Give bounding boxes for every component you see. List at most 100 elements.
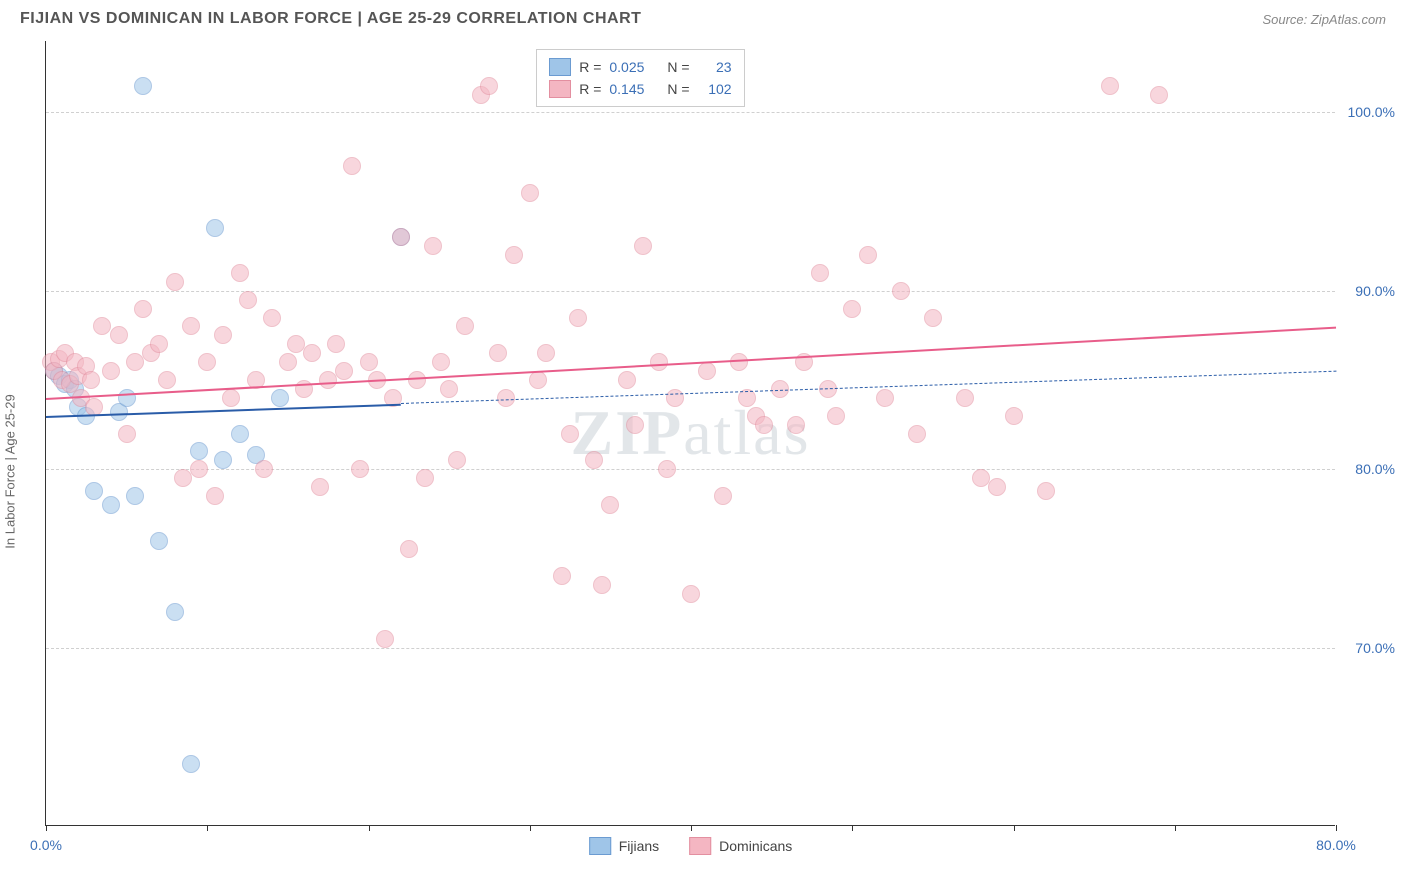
scatter-point-dominicans bbox=[408, 371, 426, 389]
scatter-point-dominicans bbox=[1101, 77, 1119, 95]
scatter-point-dominicans bbox=[343, 157, 361, 175]
scatter-point-dominicans bbox=[126, 353, 144, 371]
scatter-point-dominicans bbox=[787, 416, 805, 434]
scatter-point-fijians bbox=[231, 425, 249, 443]
swatch-dominicans bbox=[689, 837, 711, 855]
x-tick bbox=[1014, 825, 1015, 831]
scatter-point-dominicans bbox=[626, 416, 644, 434]
swatch-fijians bbox=[589, 837, 611, 855]
gridline bbox=[46, 112, 1335, 113]
scatter-point-dominicans bbox=[698, 362, 716, 380]
chart-container: In Labor Force | Age 25-29 ZIPatlas 70.0… bbox=[0, 36, 1406, 891]
r-value-fijians: 0.025 bbox=[609, 59, 659, 75]
scatter-point-dominicans bbox=[843, 300, 861, 318]
scatter-point-dominicans bbox=[416, 469, 434, 487]
scatter-point-dominicans bbox=[569, 309, 587, 327]
scatter-point-dominicans bbox=[311, 478, 329, 496]
scatter-point-fijians bbox=[150, 532, 168, 550]
y-tick-label: 90.0% bbox=[1355, 283, 1395, 299]
scatter-point-fijians bbox=[182, 755, 200, 773]
n-label: N = bbox=[667, 59, 689, 75]
scatter-point-dominicans bbox=[618, 371, 636, 389]
x-tick bbox=[1336, 825, 1337, 831]
legend-label-dominicans: Dominicans bbox=[719, 838, 792, 854]
x-tick-label: 80.0% bbox=[1316, 837, 1356, 853]
scatter-point-dominicans bbox=[448, 451, 466, 469]
scatter-point-dominicans bbox=[658, 460, 676, 478]
scatter-point-fijians bbox=[166, 603, 184, 621]
x-tick bbox=[691, 825, 692, 831]
scatter-point-dominicans bbox=[222, 389, 240, 407]
scatter-point-dominicans bbox=[601, 496, 619, 514]
scatter-point-dominicans bbox=[956, 389, 974, 407]
stats-row-dominicans: R =0.145N =102 bbox=[549, 78, 731, 100]
x-tick-label: 0.0% bbox=[30, 837, 62, 853]
n-label: N = bbox=[667, 81, 689, 97]
watermark: ZIPatlas bbox=[571, 396, 811, 470]
n-value-fijians: 23 bbox=[698, 59, 732, 75]
scatter-point-dominicans bbox=[521, 184, 539, 202]
scatter-point-fijians bbox=[126, 487, 144, 505]
scatter-point-fijians bbox=[214, 451, 232, 469]
scatter-point-dominicans bbox=[561, 425, 579, 443]
scatter-point-dominicans bbox=[335, 362, 353, 380]
scatter-point-dominicans bbox=[198, 353, 216, 371]
scatter-point-dominicans bbox=[174, 469, 192, 487]
scatter-point-dominicans bbox=[456, 317, 474, 335]
y-tick-label: 70.0% bbox=[1355, 640, 1395, 656]
scatter-point-fijians bbox=[134, 77, 152, 95]
scatter-point-fijians bbox=[118, 389, 136, 407]
scatter-point-dominicans bbox=[263, 309, 281, 327]
scatter-point-dominicans bbox=[908, 425, 926, 443]
scatter-point-dominicans bbox=[360, 353, 378, 371]
scatter-point-dominicans bbox=[150, 335, 168, 353]
scatter-point-dominicans bbox=[392, 228, 410, 246]
r-label: R = bbox=[579, 81, 601, 97]
scatter-point-dominicans bbox=[682, 585, 700, 603]
swatch-dominicans bbox=[549, 80, 571, 98]
scatter-point-dominicans bbox=[634, 237, 652, 255]
scatter-point-dominicans bbox=[85, 398, 103, 416]
scatter-point-dominicans bbox=[118, 425, 136, 443]
scatter-point-dominicans bbox=[497, 389, 515, 407]
source-attribution: Source: ZipAtlas.com bbox=[1262, 12, 1386, 27]
scatter-point-dominicans bbox=[505, 246, 523, 264]
scatter-point-dominicans bbox=[859, 246, 877, 264]
scatter-point-dominicans bbox=[158, 371, 176, 389]
r-label: R = bbox=[579, 59, 601, 75]
scatter-point-dominicans bbox=[755, 416, 773, 434]
chart-title: FIJIAN VS DOMINICAN IN LABOR FORCE | AGE… bbox=[20, 10, 641, 28]
y-tick-label: 100.0% bbox=[1348, 104, 1395, 120]
scatter-point-dominicans bbox=[529, 371, 547, 389]
scatter-point-dominicans bbox=[585, 451, 603, 469]
stats-row-fijians: R = 0.025 N = 23 bbox=[549, 56, 731, 78]
gridline bbox=[46, 648, 1335, 649]
legend-item-fijians: Fijians bbox=[589, 837, 659, 855]
scatter-point-dominicans bbox=[351, 460, 369, 478]
y-tick-label: 80.0% bbox=[1355, 461, 1395, 477]
scatter-point-dominicans bbox=[327, 335, 345, 353]
scatter-point-dominicans bbox=[537, 344, 555, 362]
scatter-point-dominicans bbox=[924, 309, 942, 327]
x-tick bbox=[852, 825, 853, 831]
scatter-point-dominicans bbox=[1150, 86, 1168, 104]
scatter-point-dominicans bbox=[553, 567, 571, 585]
scatter-point-dominicans bbox=[714, 487, 732, 505]
scatter-point-fijians bbox=[85, 482, 103, 500]
scatter-point-dominicans bbox=[400, 540, 418, 558]
plot-area: ZIPatlas 70.0%80.0%90.0%100.0%0.0%80.0%R… bbox=[45, 41, 1335, 826]
scatter-point-dominicans bbox=[110, 326, 128, 344]
scatter-point-dominicans bbox=[730, 353, 748, 371]
scatter-point-dominicans bbox=[489, 344, 507, 362]
trendline-dominicans bbox=[46, 326, 1336, 399]
swatch-fijians bbox=[549, 58, 571, 76]
scatter-point-dominicans bbox=[666, 389, 684, 407]
stats-box: R = 0.025 N = 23 R =0.145N =102 bbox=[536, 49, 744, 107]
scatter-point-dominicans bbox=[166, 273, 184, 291]
scatter-point-dominicans bbox=[102, 362, 120, 380]
x-tick bbox=[207, 825, 208, 831]
scatter-point-dominicans bbox=[440, 380, 458, 398]
scatter-point-dominicans bbox=[827, 407, 845, 425]
scatter-point-fijians bbox=[190, 442, 208, 460]
scatter-point-dominicans bbox=[424, 237, 442, 255]
